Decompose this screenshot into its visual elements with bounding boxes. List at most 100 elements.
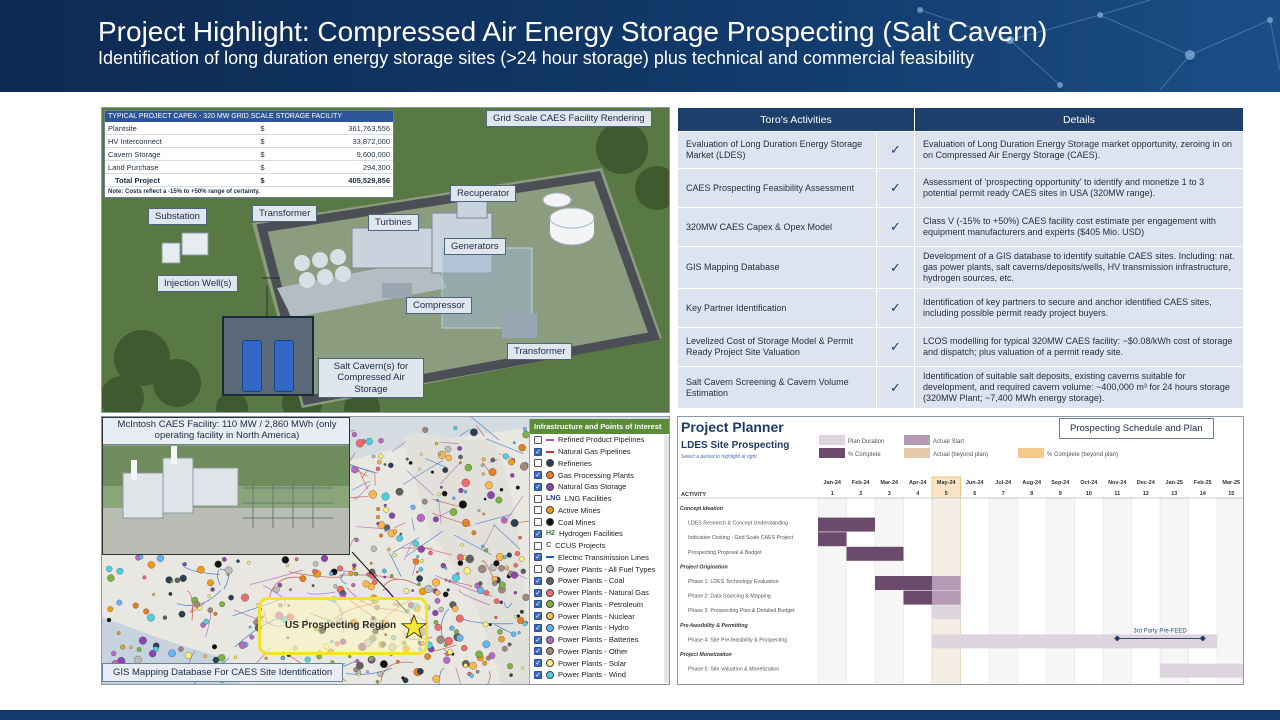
- poi-marker[interactable]: [420, 559, 424, 563]
- poi-marker[interactable]: [203, 618, 210, 625]
- poi-marker[interactable]: [312, 561, 319, 567]
- poi-marker[interactable]: [107, 606, 114, 612]
- poi-marker[interactable]: [488, 623, 492, 627]
- poi-marker[interactable]: [311, 584, 315, 588]
- poi-marker[interactable]: [456, 634, 464, 642]
- poi-marker[interactable]: [379, 533, 384, 538]
- poi-marker[interactable]: [412, 540, 419, 547]
- poi-marker[interactable]: [444, 637, 453, 646]
- legend-item[interactable]: ✓ Power Plants - Natural Gas: [530, 587, 669, 599]
- poi-marker[interactable]: [348, 655, 352, 659]
- poi-marker[interactable]: [241, 593, 249, 602]
- poi-marker[interactable]: [138, 554, 144, 560]
- poi-marker[interactable]: [521, 666, 525, 670]
- poi-marker[interactable]: [464, 463, 473, 472]
- poi-marker[interactable]: [434, 441, 439, 446]
- poi-marker[interactable]: [455, 614, 464, 623]
- poi-marker[interactable]: [226, 573, 230, 577]
- poi-marker[interactable]: [377, 671, 383, 677]
- poi-marker[interactable]: [514, 551, 520, 557]
- poi-marker[interactable]: [207, 607, 214, 613]
- legend-checkbox[interactable]: ✓: [534, 447, 542, 456]
- poi-marker[interactable]: [460, 543, 464, 547]
- poi-marker[interactable]: [203, 654, 207, 658]
- legend-checkbox[interactable]: [534, 506, 542, 515]
- poi-marker[interactable]: [405, 457, 409, 461]
- poi-marker[interactable]: [352, 563, 357, 568]
- poi-marker[interactable]: [434, 590, 441, 596]
- poi-marker[interactable]: [461, 644, 468, 652]
- poi-marker[interactable]: [517, 631, 521, 635]
- poi-marker[interactable]: [376, 521, 380, 526]
- poi-marker[interactable]: [440, 562, 446, 569]
- poi-marker[interactable]: [477, 586, 485, 594]
- poi-marker[interactable]: [392, 529, 398, 534]
- poi-marker[interactable]: [469, 661, 477, 670]
- poi-marker[interactable]: [142, 575, 147, 580]
- poi-marker[interactable]: [399, 532, 403, 536]
- poi-marker[interactable]: [510, 473, 515, 478]
- poi-marker[interactable]: [152, 592, 156, 597]
- poi-marker[interactable]: [247, 561, 251, 565]
- poi-marker[interactable]: [224, 566, 233, 575]
- poi-marker[interactable]: [431, 578, 440, 587]
- legend-checkbox[interactable]: [534, 435, 542, 444]
- poi-marker[interactable]: [512, 441, 516, 445]
- poi-marker[interactable]: [419, 452, 423, 456]
- poi-marker[interactable]: [210, 587, 215, 592]
- poi-marker[interactable]: [417, 668, 424, 675]
- poi-marker[interactable]: [375, 466, 381, 472]
- poi-marker[interactable]: [136, 647, 142, 652]
- poi-marker[interactable]: [522, 427, 527, 432]
- poi-marker[interactable]: [504, 565, 509, 571]
- poi-marker[interactable]: [507, 663, 513, 670]
- poi-marker[interactable]: [106, 617, 112, 623]
- poi-marker[interactable]: [513, 615, 518, 619]
- poi-marker[interactable]: [433, 619, 439, 625]
- poi-marker[interactable]: [371, 579, 378, 585]
- poi-marker[interactable]: [388, 512, 396, 519]
- poi-marker[interactable]: [147, 613, 155, 622]
- legend-checkbox[interactable]: [534, 565, 542, 574]
- poi-marker[interactable]: [355, 439, 365, 448]
- poi-marker[interactable]: [383, 503, 387, 507]
- poi-marker[interactable]: [461, 478, 470, 487]
- poi-marker[interactable]: [248, 625, 252, 629]
- poi-marker[interactable]: [273, 586, 280, 593]
- poi-marker[interactable]: [465, 554, 474, 564]
- legend-checkbox[interactable]: [534, 518, 542, 527]
- poi-marker[interactable]: [368, 655, 375, 662]
- poi-marker[interactable]: [451, 573, 460, 582]
- poi-marker[interactable]: [369, 561, 373, 565]
- poi-marker[interactable]: [483, 590, 490, 596]
- poi-marker[interactable]: [444, 566, 448, 570]
- poi-marker[interactable]: [370, 545, 377, 552]
- poi-marker[interactable]: [458, 461, 462, 465]
- poi-marker[interactable]: [111, 650, 117, 657]
- poi-marker[interactable]: [447, 649, 454, 655]
- poi-marker[interactable]: [147, 561, 155, 569]
- gantt-bar[interactable]: [1160, 663, 1244, 678]
- poi-marker[interactable]: [436, 492, 441, 497]
- poi-marker[interactable]: [418, 567, 424, 572]
- poi-marker[interactable]: [513, 591, 518, 595]
- legend-checkbox[interactable]: ✓: [534, 670, 542, 679]
- poi-marker[interactable]: [478, 581, 483, 586]
- poi-marker[interactable]: [518, 535, 522, 540]
- legend-checkbox[interactable]: [534, 541, 542, 550]
- poi-marker[interactable]: [351, 431, 357, 438]
- poi-marker[interactable]: [415, 570, 419, 574]
- poi-marker[interactable]: [490, 457, 496, 463]
- poi-marker[interactable]: [482, 512, 486, 516]
- legend-checkbox[interactable]: ✓: [534, 612, 542, 621]
- poi-marker[interactable]: [434, 598, 441, 604]
- poi-marker[interactable]: [357, 672, 361, 677]
- poi-marker[interactable]: [462, 519, 470, 527]
- poi-marker[interactable]: [493, 598, 500, 604]
- poi-marker[interactable]: [463, 567, 471, 575]
- poi-marker[interactable]: [207, 594, 211, 598]
- poi-marker[interactable]: [304, 656, 311, 663]
- poi-marker[interactable]: [520, 462, 529, 471]
- poi-marker[interactable]: [285, 563, 290, 568]
- poi-marker[interactable]: [482, 640, 491, 649]
